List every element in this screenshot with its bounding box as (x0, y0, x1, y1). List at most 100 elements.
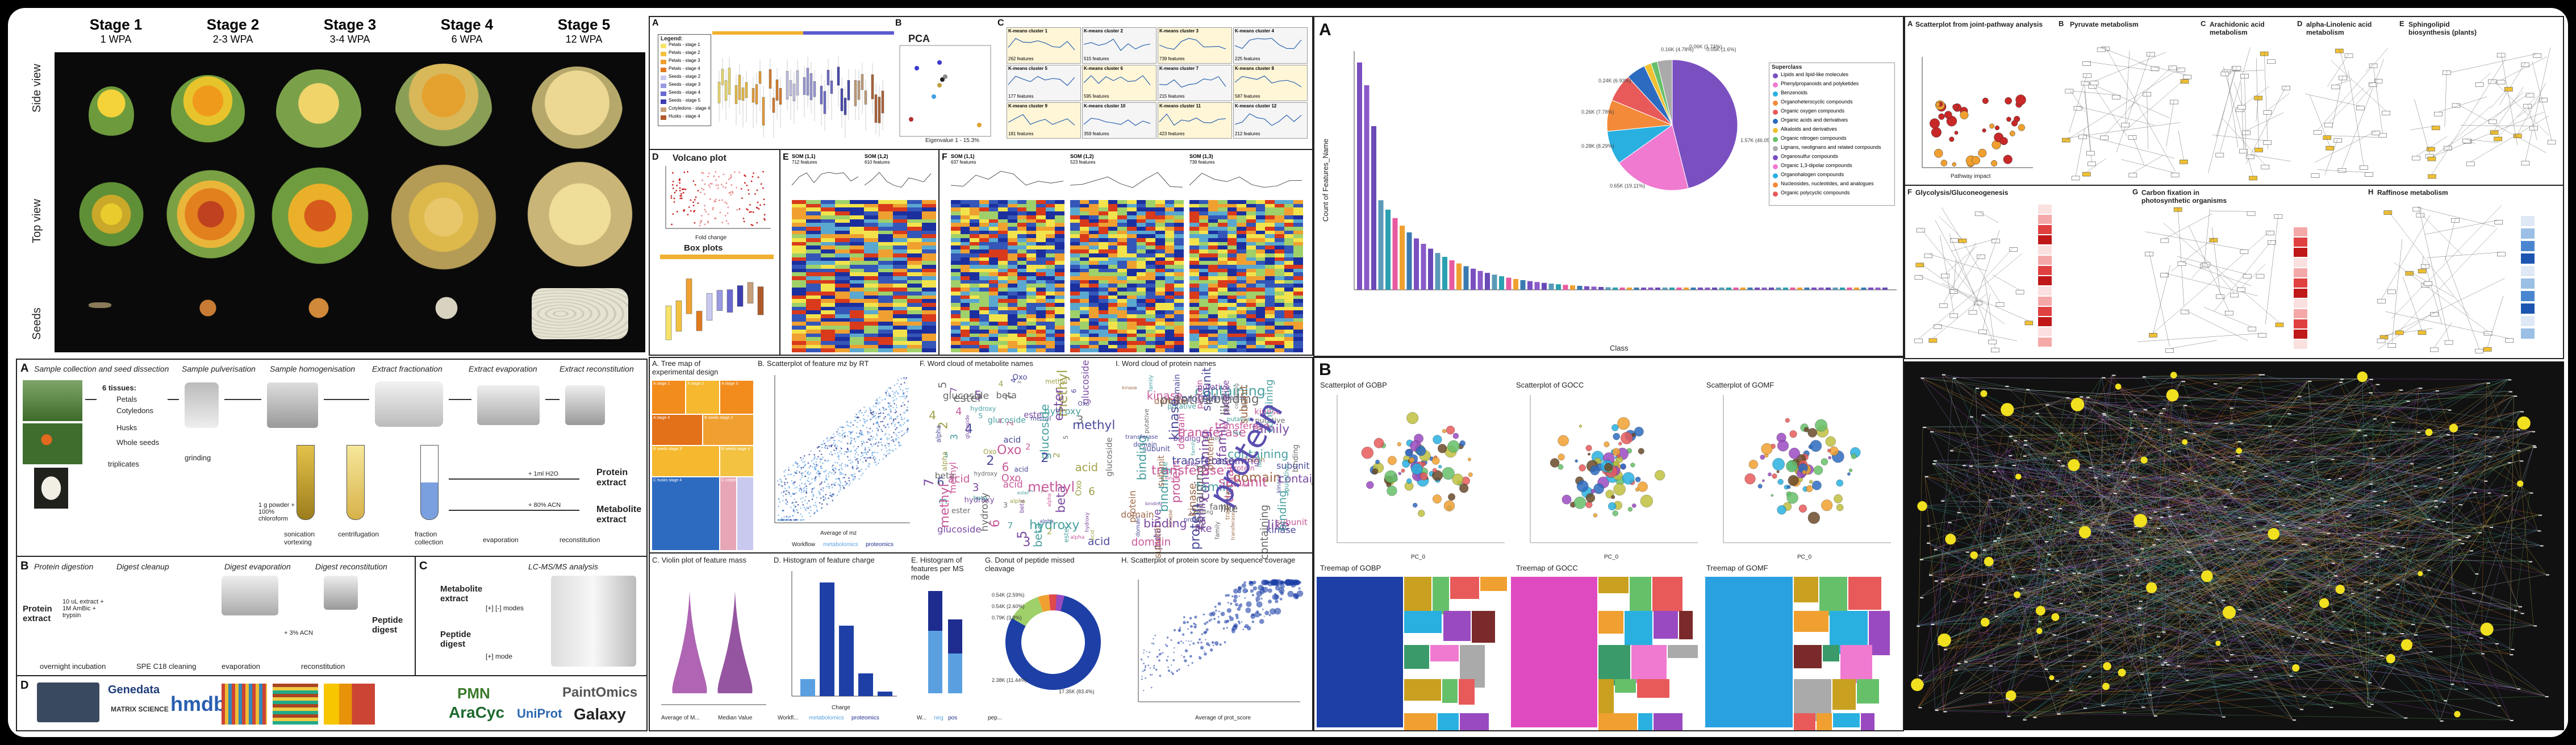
pathway-edge (2219, 274, 2235, 294)
superclass-swatch (1773, 119, 1778, 124)
heat-cell (1174, 268, 1184, 273)
go-bubble (1579, 464, 1586, 472)
heat-cell (1293, 264, 1304, 269)
mz-point (803, 506, 805, 509)
heat-cell (1237, 268, 1247, 273)
kmeans-profile (1083, 75, 1151, 86)
mz-point (885, 456, 887, 458)
heat-cell (1284, 203, 1294, 208)
heat-strip (2294, 278, 2307, 288)
heat-cell (1218, 302, 1228, 307)
heat-strip (2038, 256, 2052, 265)
word: subunit (1276, 460, 1310, 472)
mz-point (878, 463, 879, 464)
mz-point (794, 471, 796, 473)
go-bubble (1786, 492, 1798, 504)
prot-point (1189, 617, 1192, 620)
heat-cell (988, 253, 999, 257)
heat-cell (864, 264, 879, 269)
heat-cell (907, 245, 922, 250)
heat-cell (1136, 276, 1146, 281)
heat-cell (1189, 276, 1200, 281)
heat-cell (792, 238, 807, 243)
tissue-whole-seeds: Whole seeds (116, 438, 160, 447)
heat-cell (1117, 238, 1128, 243)
heat-cell (988, 245, 999, 250)
mz-point (873, 413, 875, 415)
stage-1-name: Stage 1 (89, 16, 143, 33)
mz-point (876, 400, 878, 402)
pathway-edge (2147, 92, 2148, 149)
heat-strip (2038, 205, 2052, 214)
heat-cell (979, 326, 990, 330)
heat-cell (1026, 299, 1037, 303)
pathway-edge (2327, 53, 2349, 87)
mz-point (837, 484, 840, 485)
heat-cell (1265, 284, 1275, 288)
heat-cell (1237, 223, 1247, 227)
volcano-point (708, 172, 710, 174)
word: glucoside (1105, 437, 1114, 477)
mz-point (896, 416, 898, 418)
heat-cell (1275, 288, 1285, 292)
laptop-icon (37, 682, 99, 722)
heat-cell (1055, 261, 1065, 265)
mz-point (863, 440, 865, 443)
heat-cell (979, 333, 990, 338)
heat-cell (1265, 219, 1275, 223)
superclass-item: Lignans, neolignans and related compound… (1781, 144, 1881, 150)
classes-label-a: A (1319, 20, 1331, 39)
go-bubble (1611, 495, 1615, 500)
heat-cell (1189, 207, 1200, 212)
heat-cell (1275, 310, 1285, 315)
heat-cell (1208, 207, 1218, 212)
treemap-label: B seeds stage 3 (653, 447, 682, 451)
heat-cell (1218, 264, 1228, 269)
heat-cell (907, 276, 922, 281)
pathway-node (2311, 173, 2320, 178)
heat-cell (1089, 242, 1099, 246)
heat-cell (1117, 344, 1128, 349)
heat-cell (1079, 322, 1089, 326)
heat-cell (820, 348, 836, 353)
mz-point (834, 453, 836, 455)
heat-cell (1089, 344, 1099, 349)
volcano-point (721, 222, 724, 223)
heat-cell (878, 306, 894, 311)
pathway-edge (2428, 205, 2502, 282)
go-bubble (1558, 464, 1564, 470)
mz-point (840, 464, 842, 466)
pathway-edge (2140, 63, 2187, 76)
mz-point (778, 505, 779, 507)
prot-point (1170, 639, 1172, 641)
go-bubble (1397, 442, 1401, 447)
mz-point (809, 506, 811, 507)
heat-cell (960, 257, 970, 261)
omics-label-d: D (652, 152, 659, 162)
heat-cell (979, 261, 990, 265)
superclass-swatch (1773, 182, 1778, 188)
prot-point (1153, 643, 1155, 645)
heat-cell (970, 207, 980, 212)
heat-cell (1026, 234, 1037, 239)
network-edge (2051, 666, 2107, 678)
heat-cell (1127, 207, 1137, 212)
pathway-edge (2166, 100, 2174, 147)
volcano-point (749, 211, 751, 213)
heat-cell (1099, 215, 1109, 219)
heat-cell (1136, 284, 1146, 288)
word: subunit (1218, 475, 1268, 490)
treemap-cell (1430, 645, 1459, 662)
network-edge (2367, 539, 2458, 706)
mz-point (834, 484, 836, 486)
heat-cell (1117, 215, 1128, 219)
go-bubble (1744, 473, 1756, 485)
heat-cell (835, 288, 850, 292)
heat-cell (921, 306, 937, 311)
volcano-point (717, 184, 719, 186)
mz-point (900, 378, 903, 380)
word: transferase (1214, 419, 1270, 431)
heat-cell (1146, 337, 1156, 342)
heat-cell (998, 223, 1008, 227)
mz-point (888, 387, 890, 389)
